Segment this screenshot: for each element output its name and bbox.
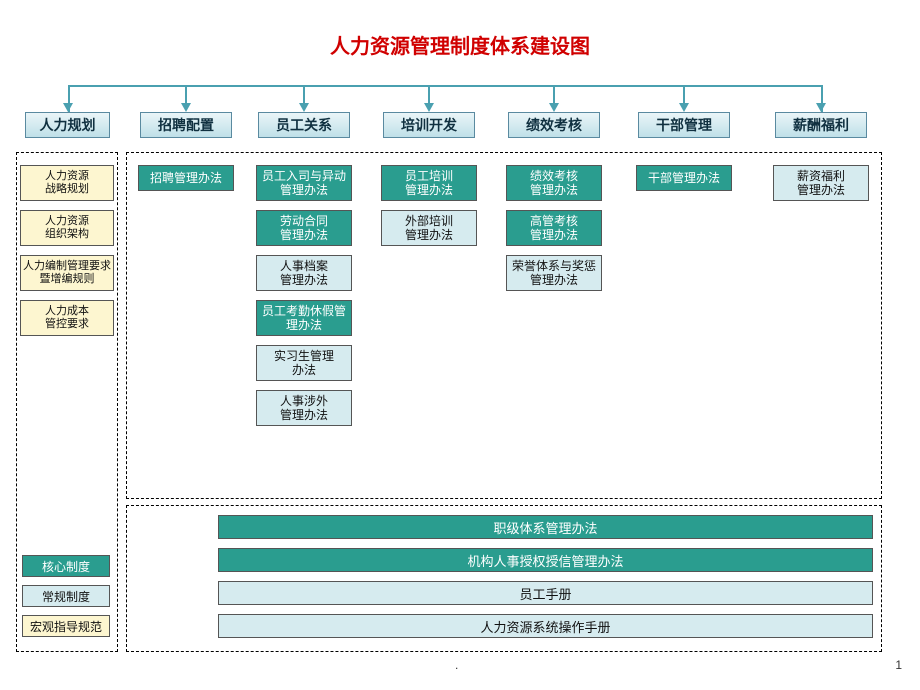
connector-vert-1 [185,85,187,103]
page-number: 1 [895,658,902,672]
arrow-down-4 [549,103,559,112]
col2-item-5: 人事涉外 管理办法 [256,390,352,426]
header-1: 招聘配置 [140,112,232,138]
arrow-down-0 [63,103,73,112]
hbar-1: 机构人事授权授信管理办法 [218,548,873,572]
col3-item-0: 员工培训 管理办法 [381,165,477,201]
arrow-down-3 [424,103,434,112]
footer-dot: . [455,658,458,672]
header-4: 绩效考核 [508,112,600,138]
frame2 [126,152,882,499]
header-2: 员工关系 [258,112,350,138]
col5-item-0: 干部管理办法 [636,165,732,191]
legend-2: 宏观指导规范 [22,615,110,637]
page-title: 人力资源管理制度体系建设图 [0,30,920,59]
col1-item-0: 招聘管理办法 [138,165,234,191]
col2-item-0: 员工入司与异动管理办法 [256,165,352,201]
cream-box-2: 人力编制管理要求暨增编规则 [20,255,114,291]
col6-item-0: 薪资福利 管理办法 [773,165,869,201]
col2-item-2: 人事档案 管理办法 [256,255,352,291]
hbar-3: 人力资源系统操作手册 [218,614,873,638]
header-6: 薪酬福利 [775,112,867,138]
connector-vert-2 [303,85,305,103]
arrow-down-6 [816,103,826,112]
col4-item-2: 荣誉体系与奖惩管理办法 [506,255,602,291]
cream-box-3: 人力成本 管控要求 [20,300,114,336]
col2-item-3: 员工考勤休假管理办法 [256,300,352,336]
connector-vert-5 [683,85,685,103]
legend-0: 核心制度 [22,555,110,577]
col4-item-1: 高管考核 管理办法 [506,210,602,246]
hbar-0: 职级体系管理办法 [218,515,873,539]
connector-horizontal [68,85,822,87]
header-0: 人力规划 [25,112,110,138]
connector-vert-3 [428,85,430,103]
legend-1: 常规制度 [22,585,110,607]
header-5: 干部管理 [638,112,730,138]
header-3: 培训开发 [383,112,475,138]
hbar-2: 员工手册 [218,581,873,605]
connector-vert-4 [553,85,555,103]
cream-box-1: 人力资源 组织架构 [20,210,114,246]
arrow-down-1 [181,103,191,112]
col3-item-1: 外部培训 管理办法 [381,210,477,246]
col2-item-1: 劳动合同 管理办法 [256,210,352,246]
col2-item-4: 实习生管理 办法 [256,345,352,381]
col4-item-0: 绩效考核 管理办法 [506,165,602,201]
cream-box-0: 人力资源 战略规划 [20,165,114,201]
arrow-down-2 [299,103,309,112]
arrow-down-5 [679,103,689,112]
